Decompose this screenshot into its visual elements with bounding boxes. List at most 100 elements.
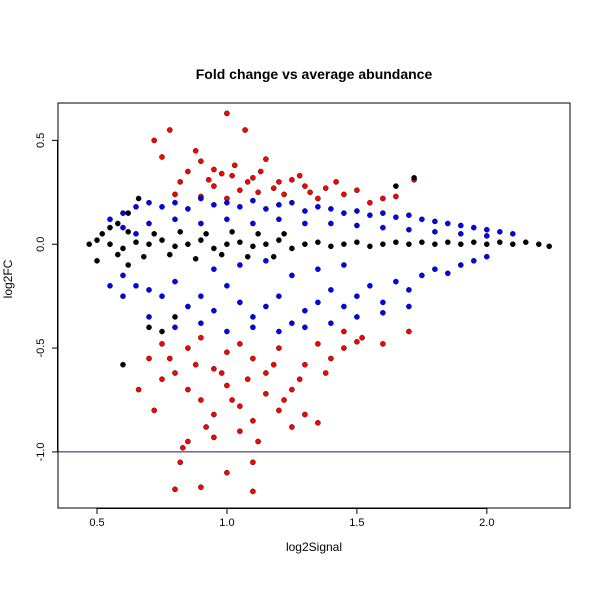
data-point-blue	[107, 216, 113, 223]
data-point-blue	[315, 203, 321, 210]
data-point-blue	[237, 262, 243, 268]
data-point-red	[192, 147, 199, 154]
data-point-red	[242, 127, 248, 133]
data-point-red	[250, 488, 256, 495]
x-tick-label: 1.0	[219, 517, 234, 529]
data-point-blue	[146, 314, 152, 320]
data-point-blue	[354, 314, 360, 320]
data-point-blue	[289, 272, 295, 279]
data-point-blue	[211, 307, 217, 314]
data-point-red	[231, 162, 238, 169]
data-point-red	[263, 156, 269, 162]
data-point-red	[185, 438, 191, 445]
data-point-black	[354, 239, 360, 245]
data-point-blue	[432, 228, 438, 235]
data-point-blue	[198, 195, 204, 202]
data-point-red	[198, 158, 204, 164]
data-point-black	[166, 251, 173, 258]
data-point-blue	[250, 324, 256, 331]
data-point-black	[250, 243, 256, 250]
data-point-blue	[328, 206, 334, 212]
data-point-red	[250, 355, 256, 362]
data-point-red	[289, 386, 295, 393]
data-point-blue	[172, 199, 178, 206]
data-point-black	[509, 241, 516, 247]
data-point-blue	[380, 210, 386, 216]
data-point-red	[315, 419, 321, 426]
data-point-blue	[354, 222, 360, 229]
data-point-black	[125, 262, 131, 268]
data-point-red	[341, 345, 347, 351]
data-point-black	[218, 251, 225, 258]
data-point-red	[406, 328, 412, 335]
data-point-blue	[263, 303, 269, 310]
data-point-red	[281, 397, 287, 403]
data-point-blue	[367, 282, 373, 289]
data-point-black	[115, 251, 121, 258]
data-point-blue	[483, 233, 490, 239]
data-point-blue	[263, 206, 269, 212]
data-point-blue	[470, 224, 477, 231]
data-point-red	[276, 407, 282, 414]
data-point-blue	[432, 218, 438, 225]
data-point-black	[135, 195, 142, 202]
data-point-red	[270, 361, 277, 368]
data-point-black	[146, 324, 152, 331]
data-point-black	[496, 239, 503, 245]
data-point-black	[94, 257, 100, 264]
data-point-black	[120, 245, 126, 252]
data-point-red	[172, 486, 178, 493]
data-point-blue	[457, 262, 464, 268]
data-point-blue	[406, 212, 412, 218]
data-point-black	[536, 241, 542, 247]
data-point-blue	[276, 328, 282, 335]
data-point-red	[250, 417, 256, 424]
x-tick-label: 1.5	[349, 517, 364, 529]
x-tick-label: 0.5	[89, 517, 104, 529]
data-point-blue	[380, 309, 386, 316]
data-point-blue	[328, 220, 334, 227]
data-point-red	[380, 341, 386, 347]
data-point-red	[270, 185, 277, 191]
data-point-black	[198, 237, 204, 243]
data-point-blue	[146, 199, 152, 206]
data-point-black	[289, 245, 295, 252]
data-point-red	[237, 403, 243, 410]
data-point-red	[255, 438, 261, 445]
data-point-black	[224, 241, 230, 247]
data-point-blue	[263, 257, 269, 264]
data-point-red	[307, 189, 313, 196]
data-point-red	[354, 338, 360, 345]
data-point-black	[159, 328, 165, 335]
data-point-blue	[328, 320, 334, 327]
data-point-blue	[159, 293, 165, 300]
data-point-black	[483, 241, 490, 247]
data-point-blue	[354, 208, 360, 214]
data-point-red	[296, 376, 303, 383]
data-point-red	[322, 370, 329, 376]
data-point-red	[296, 172, 303, 179]
data-point-blue	[250, 314, 256, 320]
data-point-black	[255, 230, 261, 237]
data-point-red	[322, 185, 329, 191]
data-point-black	[115, 220, 121, 227]
data-point-black	[107, 241, 113, 247]
data-point-blue	[328, 287, 334, 293]
axes-layer: 0.5 1.0 1.5 2.0 -1.0 -0.5 0.0 0.5	[35, 133, 494, 529]
data-point-red	[211, 411, 217, 418]
data-point-red	[151, 137, 157, 144]
data-point-blue	[444, 270, 451, 277]
data-point-blue	[237, 203, 243, 210]
data-point-red	[359, 334, 365, 341]
data-point-black	[302, 241, 308, 247]
y-tick-label: -0.5	[35, 339, 47, 358]
data-point-red	[177, 459, 183, 466]
data-point-black	[315, 239, 321, 245]
data-point-black	[211, 245, 217, 252]
data-point-blue	[406, 287, 412, 293]
data-point-red	[205, 176, 212, 183]
data-point-blue	[457, 222, 464, 229]
data-point-blue	[250, 220, 256, 227]
data-point-red	[146, 355, 152, 362]
